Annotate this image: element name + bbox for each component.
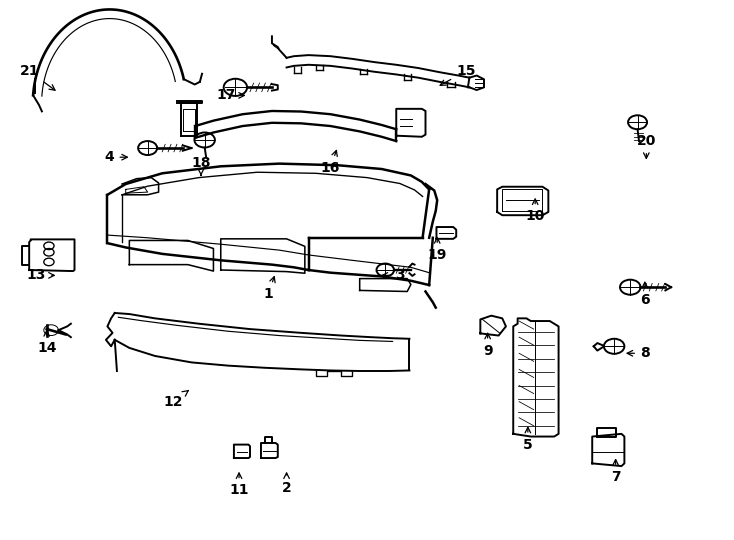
Text: 11: 11 (229, 473, 249, 497)
Text: 6: 6 (640, 282, 650, 307)
Text: 19: 19 (427, 238, 447, 262)
Text: 4: 4 (105, 150, 128, 164)
Text: 14: 14 (37, 330, 57, 355)
Text: 5: 5 (523, 427, 533, 451)
Text: 8: 8 (627, 346, 650, 360)
Text: 13: 13 (27, 268, 54, 282)
Text: 16: 16 (321, 151, 340, 175)
Text: 12: 12 (164, 390, 189, 409)
Text: 10: 10 (526, 199, 545, 223)
Text: 2: 2 (282, 473, 291, 495)
Text: 3: 3 (382, 268, 404, 282)
Text: 1: 1 (264, 276, 275, 301)
Text: 20: 20 (636, 134, 656, 158)
Text: 17: 17 (217, 89, 244, 103)
Text: 18: 18 (192, 156, 211, 175)
Text: 9: 9 (483, 333, 493, 357)
Text: 7: 7 (611, 460, 620, 484)
Text: 21: 21 (19, 64, 55, 90)
Text: 15: 15 (440, 64, 476, 85)
